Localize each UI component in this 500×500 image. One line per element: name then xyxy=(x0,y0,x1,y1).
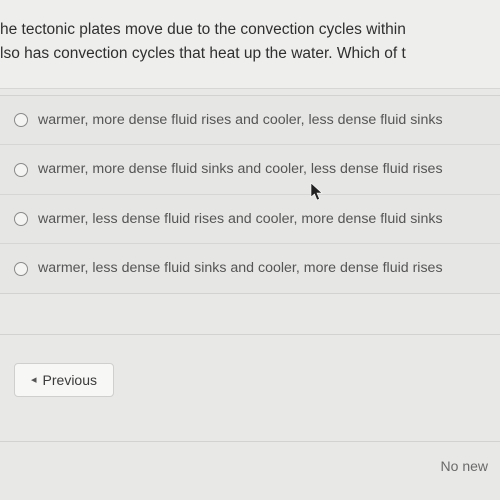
radio-icon[interactable] xyxy=(14,262,28,276)
radio-icon[interactable] xyxy=(14,113,28,127)
caret-left-icon: ◂ xyxy=(31,373,37,386)
previous-button[interactable]: ◂ Previous xyxy=(14,363,114,397)
question-line-2: lso has convection cycles that heat up t… xyxy=(0,42,490,66)
option-label: warmer, more dense fluid sinks and coole… xyxy=(38,160,443,178)
option-label: warmer, more dense fluid rises and coole… xyxy=(38,111,443,129)
option-row[interactable]: warmer, less dense fluid rises and coole… xyxy=(0,195,500,244)
question-line-1: he tectonic plates move due to the conve… xyxy=(0,18,490,42)
previous-button-label: Previous xyxy=(43,372,97,388)
option-label: warmer, less dense fluid rises and coole… xyxy=(38,210,443,228)
radio-icon[interactable] xyxy=(14,212,28,226)
question-stem: he tectonic plates move due to the conve… xyxy=(0,0,500,89)
option-label: warmer, less dense fluid sinks and coole… xyxy=(38,259,443,277)
navigation-bar: ◂ Previous xyxy=(0,334,500,407)
status-text: No new xyxy=(441,458,488,474)
option-row[interactable]: warmer, more dense fluid sinks and coole… xyxy=(0,145,500,194)
option-row[interactable]: warmer, more dense fluid rises and coole… xyxy=(0,96,500,145)
answer-options: warmer, more dense fluid rises and coole… xyxy=(0,95,500,294)
status-bar: No new xyxy=(0,441,500,474)
option-row[interactable]: warmer, less dense fluid sinks and coole… xyxy=(0,244,500,292)
radio-icon[interactable] xyxy=(14,163,28,177)
